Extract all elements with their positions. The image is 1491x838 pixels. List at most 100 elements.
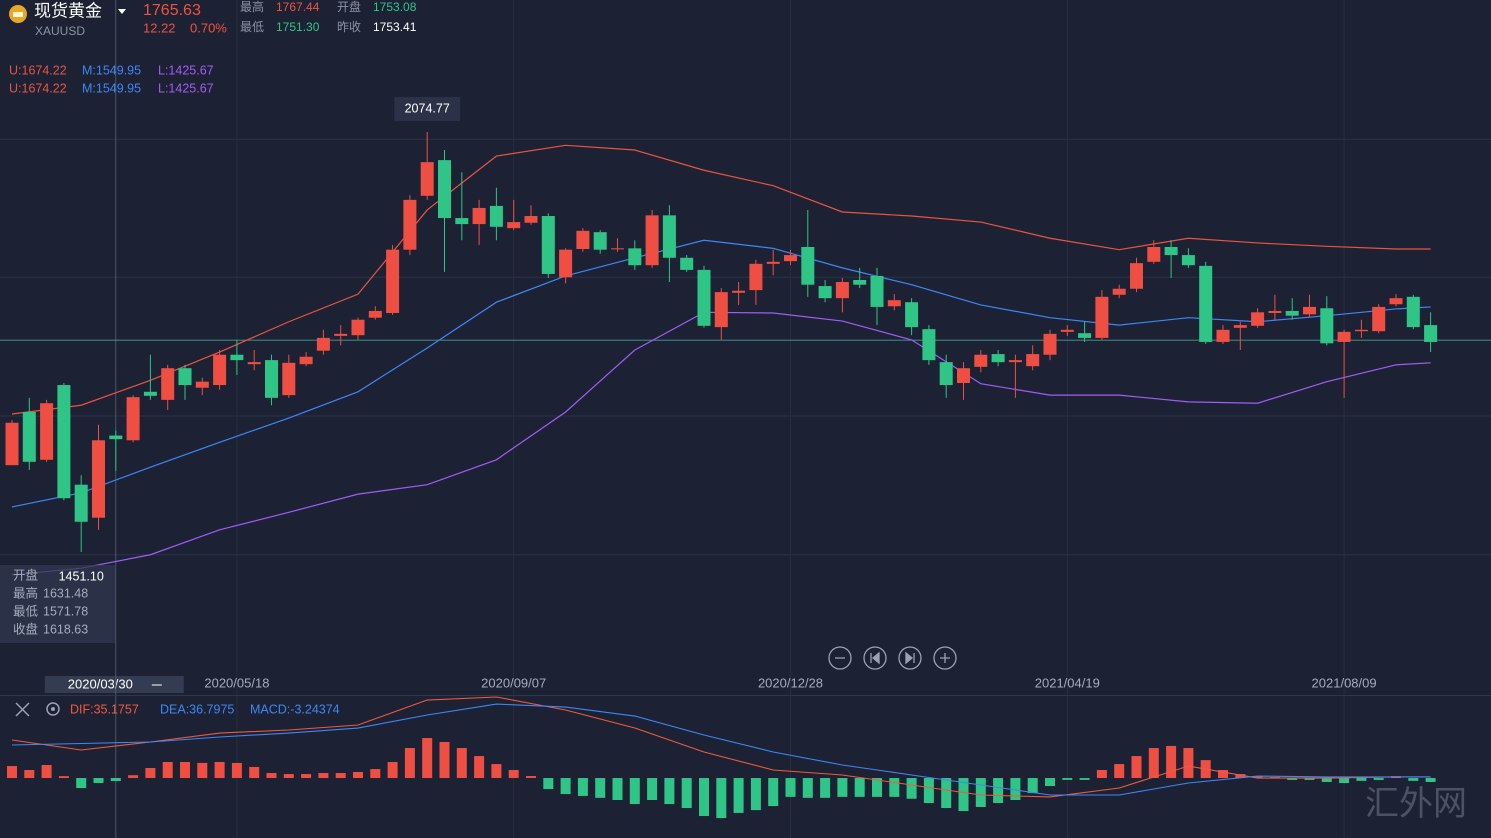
scroll-end-icon [905,651,915,665]
x-tick-label: 2021/04/19 [1035,675,1100,690]
macd-line [11,696,1431,798]
tooltip-value: 1618.63 [43,622,88,636]
candle-body [161,368,175,400]
zoom-in-button[interactable] [933,646,957,670]
stat-value: 1753.08 [373,0,417,14]
macd-legend: DEA:36.7975 [160,702,234,716]
macd-bar [456,748,467,779]
close-indicator-button[interactable] [15,702,30,717]
legend-entry: L:1425.67 [158,81,214,95]
candle-body [1285,310,1299,316]
candle-body [1164,246,1178,256]
candle-body [1008,360,1022,363]
price-change: 12.22 [143,20,176,35]
macd-bar [58,776,69,779]
x-tick-label: 2020/05/18 [204,675,269,690]
candle-body [1147,246,1161,262]
macd-bar [872,778,882,797]
macd-line [11,703,1431,796]
stat-value: 1753.41 [373,20,417,34]
candle-body [230,354,244,361]
legend-entry: U:1674.22 [9,81,67,95]
dropdown-arrow[interactable] [118,9,126,14]
macd-bar [560,778,571,795]
candle-body [835,282,849,299]
macd-bar [1287,778,1298,780]
candle-body [957,368,970,384]
macd-bar [1062,778,1073,780]
candle-body [40,403,54,460]
macd-bar [93,778,104,784]
candle-body [766,261,780,264]
candle-body [282,362,296,396]
scroll-start-button[interactable] [863,646,887,670]
zoom-out-button[interactable] [828,646,852,670]
candle-body [697,269,711,326]
macd-bar [958,778,969,812]
tooltip-label: 开盘 [13,567,38,582]
macd-bar [1373,778,1384,780]
macd-bar [1235,774,1246,779]
watermark: 汇外网 [1365,785,1467,823]
candle-body [57,385,71,499]
macd-bar [508,769,519,779]
tooltip-label: 最高 [13,585,38,600]
candle-body [680,257,694,270]
macd-bar [1425,778,1436,782]
macd-bar [1027,778,1038,794]
candle-body [143,391,157,396]
macd-bar [1096,769,1107,779]
candle-body [126,397,140,441]
macd-bar [802,778,813,798]
macd-bar [837,778,848,797]
macd-bar [370,769,381,779]
macd-bar [629,778,640,805]
candle-body [472,207,486,225]
macd-bar [975,778,986,807]
macd-bar [318,773,329,779]
x-tick-label: 2020/09/07 [481,675,546,690]
candle-body [974,354,988,367]
macd-bar [249,766,260,779]
gold-bar-icon [13,12,23,17]
macd-bar [923,778,934,804]
macd-bar [1148,748,1159,779]
macd-bar [301,774,312,779]
stat-label: 开盘 [337,0,361,14]
candle-body [386,249,400,313]
stat-value: 1751.30 [276,20,320,34]
macd-bar [768,778,779,807]
candle-body [524,216,538,223]
macd-bar [681,778,692,809]
candle-body [420,162,434,196]
stat-label: 昨收 [337,20,361,34]
candle-body [1181,255,1195,266]
candle-body [247,362,261,365]
macd-bar [1408,778,1419,781]
macd-bar [750,778,761,811]
stat-label: 最高 [240,0,264,14]
candle-body [316,337,330,351]
candle-body [1268,310,1282,313]
candle-body [541,216,555,274]
crosshair-date: 2020/03/30 [68,676,133,691]
macd-bar [595,778,606,798]
indicator-settings-button[interactable] [46,702,60,716]
candle-body [1389,298,1403,305]
max-label-box [394,97,461,122]
macd-legend: MACD:-3.24374 [250,702,340,716]
instrument-name: 现货黄金 [34,1,102,20]
x-tick-label: 2021/08/09 [1312,675,1377,690]
macd-bar [335,773,346,779]
candle-body [922,329,936,361]
tooltip-label: 收盘 [13,621,38,636]
macd-bar [1339,778,1350,784]
macd-bar [1131,756,1142,779]
candle-body [784,255,797,262]
macd-bar [889,778,900,797]
macd-bar [785,778,796,797]
macd-bar [1166,745,1177,779]
macd-bar [716,778,727,819]
scroll-end-button[interactable] [898,646,922,670]
